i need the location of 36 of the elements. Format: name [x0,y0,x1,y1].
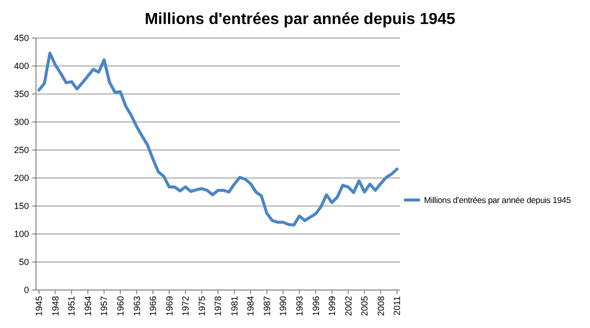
x-tick-label: 2008 [376,296,386,316]
x-tick-label: 2005 [360,296,370,316]
x-tick-label: 1963 [132,296,142,316]
line-series [38,52,398,227]
x-tick-label: 1975 [196,296,207,316]
y-tick-label: 50 [18,257,29,268]
x-tick-label: 1981 [229,296,240,316]
x-tick-label: 1972 [180,296,191,316]
x-tick-label: 1990 [278,296,288,316]
x-tick-label: 1957 [99,296,110,316]
y-tick-label: 450 [14,33,29,44]
y-tick-label: 200 [14,173,29,184]
x-tick-label: 1948 [50,296,60,316]
x-tick-label: 1969 [164,296,174,316]
x-tick-label: 1993 [294,296,305,316]
y-tick-label: 300 [14,117,29,128]
x-tick-label: 1960 [116,296,126,316]
y-tick-label: 100 [14,229,29,240]
chart-title: Millions d'entrées par année depuis 1945 [144,11,456,28]
y-tick-label: 350 [14,89,29,100]
x-tick-label: 1984 [246,296,256,316]
x-tick-label: 2011 [392,296,402,316]
x-tick-label: 1996 [310,296,321,316]
x-tick-label: 1951 [66,296,77,316]
y-tick-label: 0 [24,285,29,296]
x-tick-label: 1999 [327,296,338,316]
x-tick-label: 1987 [262,296,272,316]
y-tick-label: 400 [14,61,29,72]
x-tick-label: 1954 [82,296,93,316]
x-tick-label: 1945 [34,296,44,316]
y-tick-label: 150 [14,201,29,212]
legend-label: Millions d'entrées par année depuis 1945 [424,194,572,205]
x-tick-label: 1966 [148,296,158,316]
x-tick-label: 2002 [343,296,354,316]
x-tick-label: 1978 [213,296,224,316]
y-tick-label: 250 [14,145,29,156]
